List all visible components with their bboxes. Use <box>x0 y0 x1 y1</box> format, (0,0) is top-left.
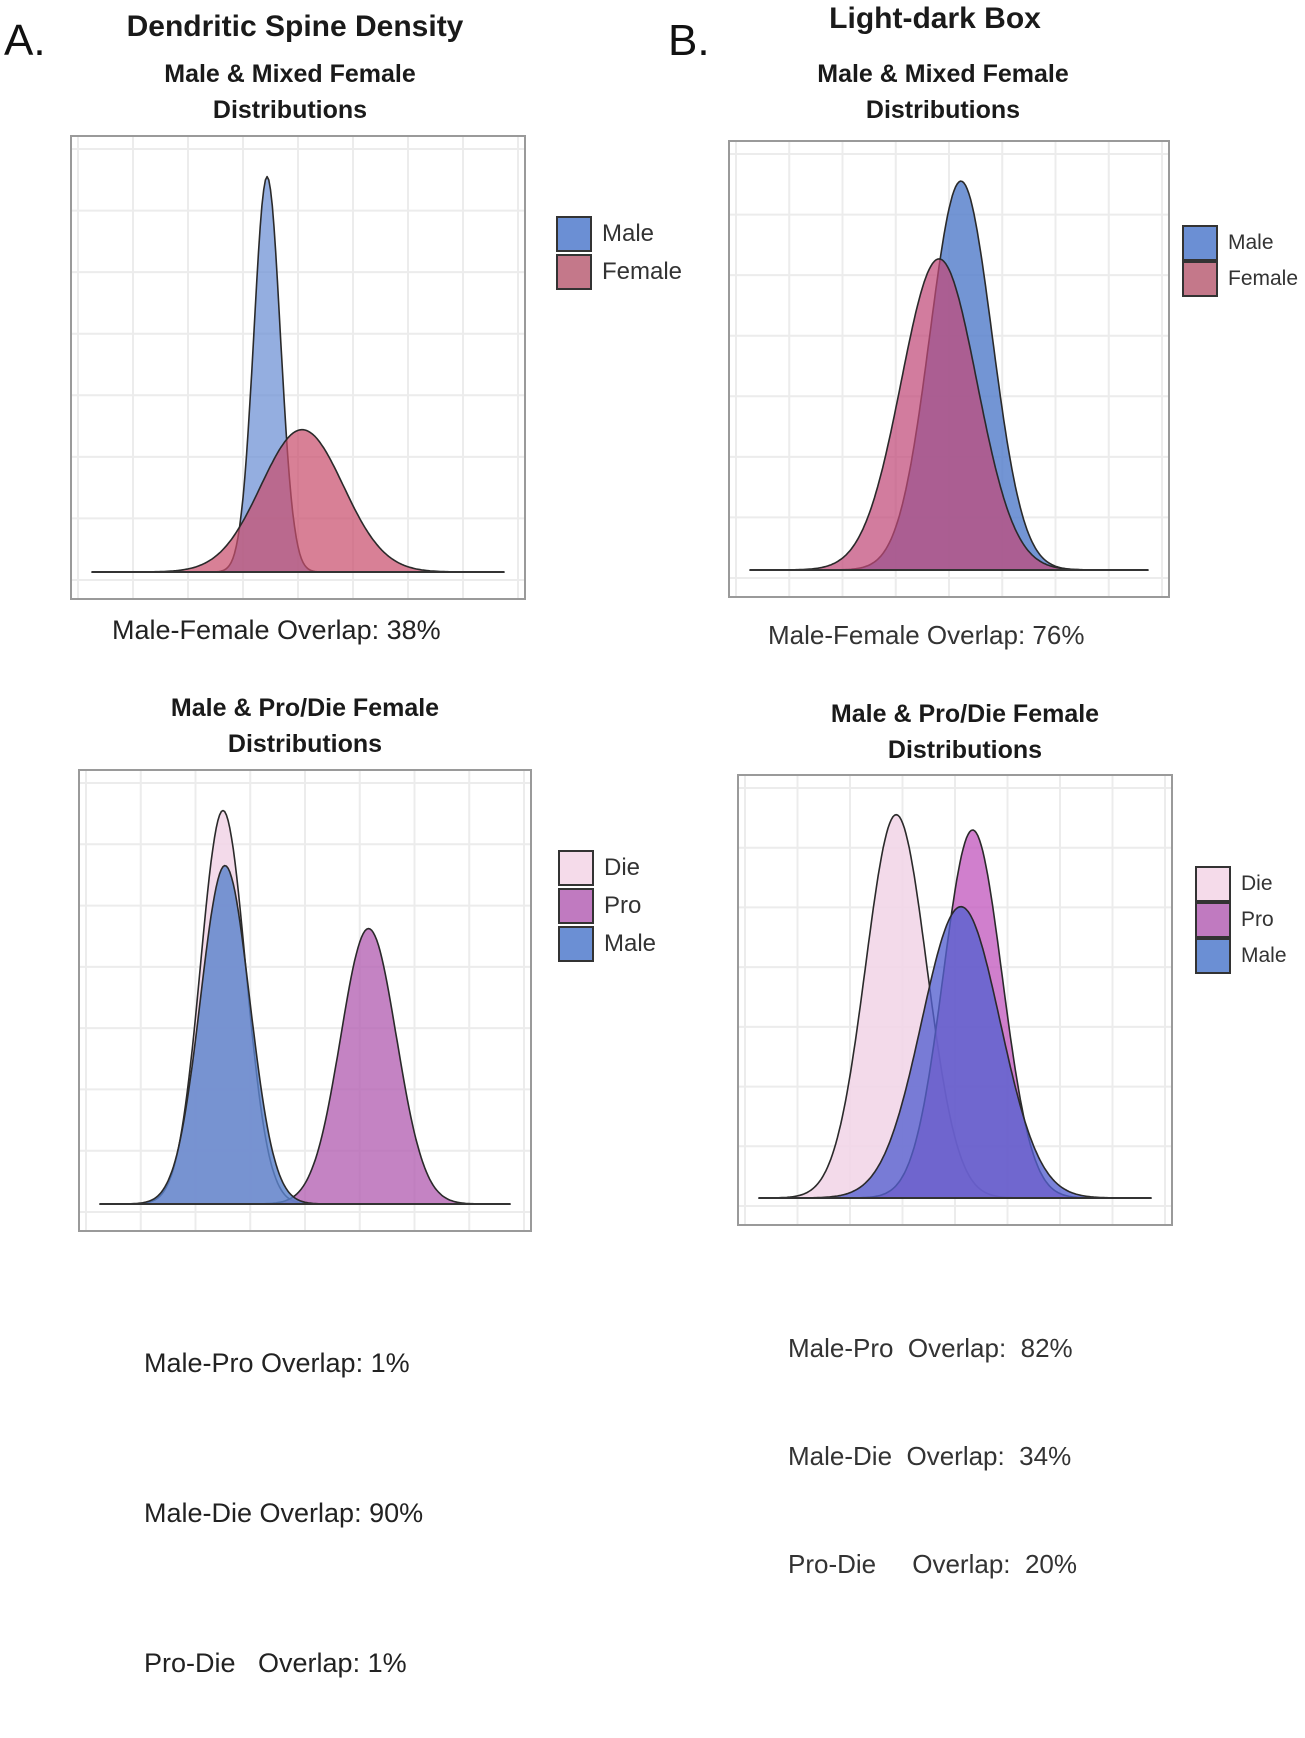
chart-b-prodie-plot <box>737 774 1173 1226</box>
overlap-pro-die: Pro-Die Overlap: 20% <box>788 1549 1077 1579</box>
legend-label: Pro <box>604 892 642 919</box>
legend-swatch-pro <box>1195 902 1231 938</box>
overlap-male-die: Male-Die Overlap: 34% <box>788 1441 1072 1471</box>
legend-swatch-pro <box>558 888 594 924</box>
legend-item-die: Die <box>558 850 640 886</box>
legend-item-female: Female <box>556 254 682 290</box>
legend-swatch-female <box>556 254 592 290</box>
legend-item-pro: Pro <box>1195 902 1274 938</box>
legend-item-male: Male <box>1195 938 1287 974</box>
legend-item-female: Female <box>1182 261 1298 297</box>
panel-letter-a: A. <box>4 16 46 65</box>
chart-b-prodie-title: Male & Pro/Die Female Distributions <box>745 696 1185 768</box>
chart-a-prodie-plot <box>78 769 532 1232</box>
grid <box>80 771 530 1230</box>
chart-title-line2: Distributions <box>887 736 1043 764</box>
density-female <box>91 428 505 573</box>
chart-a-prodie-svg <box>80 771 530 1230</box>
overlap-male-pro: Male-Pro Overlap: 1% <box>144 1348 410 1378</box>
chart-a-prodie-title: Male & Pro/Die Female Distributions <box>80 690 530 762</box>
legend-label: Pro <box>1241 908 1274 931</box>
chart-a-mixed-plot <box>70 135 526 600</box>
legend-swatch-male <box>1182 225 1218 261</box>
legend-label: Female <box>602 258 683 285</box>
legend-item-male: Male <box>1182 225 1274 261</box>
chart-a-mixed-svg <box>72 137 524 598</box>
grid <box>72 137 524 598</box>
legend-swatch-die <box>1195 866 1231 902</box>
chart-b-prodie-svg <box>739 776 1171 1224</box>
chart-b-mixed-svg <box>730 142 1168 596</box>
chart-title-line1: Male & Mixed Female <box>164 60 416 88</box>
legend-item-pro: Pro <box>558 888 641 924</box>
legend-label: Male <box>604 930 657 957</box>
legend-swatch-male <box>1195 938 1231 974</box>
legend-label: Male <box>1228 231 1274 254</box>
legend-item-die: Die <box>1195 866 1273 902</box>
density-female <box>749 258 1149 571</box>
chart-b-mixed-title: Male & Mixed Female Distributions <box>728 56 1158 128</box>
panel-letter-b: B. <box>668 16 710 65</box>
overlap-pro-die: Pro-Die Overlap: 1% <box>144 1648 407 1678</box>
chart-title-line2: Distributions <box>865 96 1021 124</box>
legend-swatch-male <box>556 216 592 252</box>
legend-label: Female <box>1228 267 1299 290</box>
overlap-male-pro: Male-Pro Overlap: 82% <box>788 1333 1073 1363</box>
chart-title-line1: Male & Pro/Die Female <box>830 700 1100 728</box>
legend-label: Male <box>1241 944 1287 967</box>
legend-label: Die <box>604 854 641 881</box>
legend-label: Die <box>1241 872 1273 895</box>
chart-title-line2: Distributions <box>227 730 383 758</box>
overlap-annotations-a: Male-Pro Overlap: 1% Male-Die Overlap: 9… <box>144 1238 423 1738</box>
density-male <box>758 905 1152 1199</box>
chart-title-line1: Male & Pro/Die Female <box>170 694 440 722</box>
chart-a-mixed-title: Male & Mixed Female Distributions <box>70 56 510 128</box>
overlap-annotation: Male-Female Overlap: 38% <box>112 615 441 645</box>
legend-swatch-male <box>558 926 594 962</box>
overlap-annotations-b: Male-Pro Overlap: 82% Male-Die Overlap: … <box>788 1258 1077 1618</box>
panel-a-title: Dendritic Spine Density <box>126 10 464 43</box>
overlap-annotation: Male-Female Overlap: 76% <box>768 620 1085 650</box>
legend-swatch-female <box>1182 261 1218 297</box>
panel-b-title: Light-dark Box <box>829 2 1041 35</box>
chart-b-mixed-plot <box>728 140 1170 598</box>
overlap-male-die: Male-Die Overlap: 90% <box>144 1498 424 1528</box>
legend-item-male: Male <box>556 216 654 252</box>
legend-label: Male <box>602 220 655 247</box>
chart-title-line1: Male & Mixed Female <box>817 60 1069 88</box>
chart-title-line2: Distributions <box>212 96 368 124</box>
legend-item-male: Male <box>558 926 656 962</box>
legend-swatch-die <box>558 850 594 886</box>
